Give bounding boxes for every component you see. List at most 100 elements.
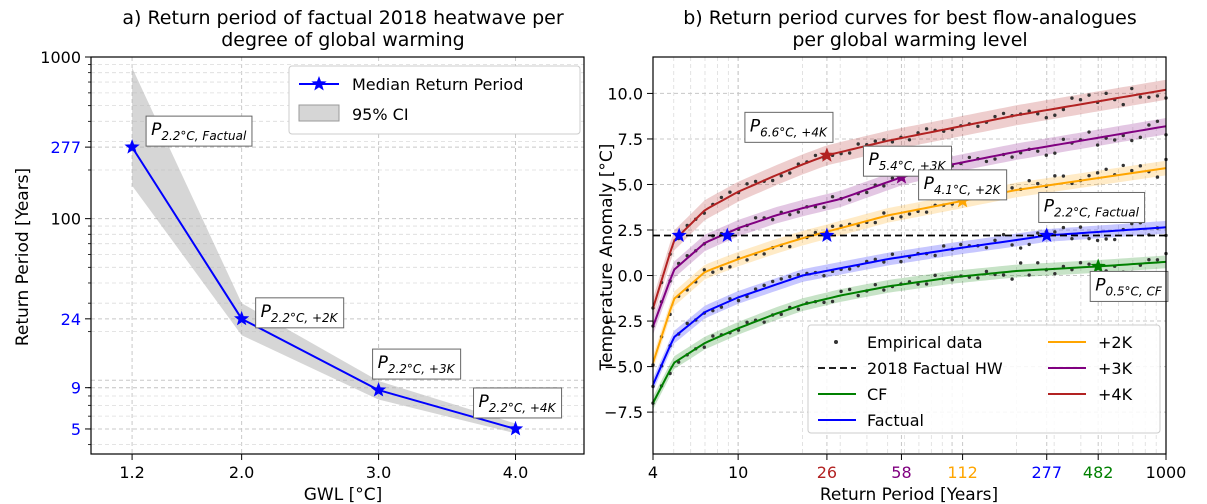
empirical-point bbox=[1104, 91, 1108, 96]
empirical-point bbox=[924, 127, 929, 131]
empirical-point bbox=[1001, 232, 1006, 237]
ci-band bbox=[653, 79, 1166, 319]
panel-b-legend: Empirical data 2018 Factual HW CF Factua… bbox=[807, 324, 1161, 434]
empirical-point bbox=[839, 289, 843, 294]
ci-band bbox=[132, 67, 516, 434]
empirical-point bbox=[711, 334, 715, 338]
y-tick-label: 5.0 bbox=[618, 175, 643, 194]
legend-3k-label: +3K bbox=[1098, 359, 1133, 378]
empirical-point bbox=[1087, 173, 1091, 178]
empirical-point bbox=[1070, 236, 1074, 241]
empirical-point bbox=[1053, 174, 1057, 178]
legend-cf-label: CF bbox=[867, 385, 887, 404]
legend-star-icon bbox=[311, 76, 327, 91]
y-tick-label-highlight: 277 bbox=[50, 138, 81, 157]
legend-empirical-label: Empirical data bbox=[867, 333, 983, 352]
annotation-box bbox=[744, 111, 834, 143]
empirical-point bbox=[1130, 86, 1134, 91]
empirical-point bbox=[762, 283, 766, 288]
empirical-point bbox=[882, 211, 886, 215]
empirical-point bbox=[924, 282, 929, 286]
empirical-point bbox=[1061, 137, 1066, 141]
empirical-point bbox=[1087, 236, 1091, 241]
panel-a-annotations: P2.2°C, Factual P2.2°C, +2K P2.2°C, +3K P2.… bbox=[145, 115, 563, 419]
empirical-point bbox=[1010, 155, 1014, 159]
panel-a-ticks: 1.2 2.0 3.0 4.0 1000 100 277 24 9 5 bbox=[40, 48, 528, 482]
empirical-point bbox=[1010, 277, 1014, 281]
empirical-point bbox=[856, 142, 860, 146]
empirical-point bbox=[830, 299, 835, 304]
annotation-box bbox=[372, 348, 462, 380]
empirical-point bbox=[719, 195, 724, 200]
empirical-point bbox=[822, 205, 826, 210]
empirical-point bbox=[1061, 107, 1066, 112]
empirical-point bbox=[1027, 242, 1031, 247]
star-marker bbox=[819, 227, 835, 242]
empirical-point bbox=[865, 190, 869, 195]
empirical-point bbox=[907, 138, 912, 142]
empirical-point bbox=[736, 298, 741, 303]
star-marker bbox=[819, 147, 835, 162]
empirical-point bbox=[1036, 181, 1040, 186]
empirical-point bbox=[1036, 261, 1040, 265]
y-tick-label-highlight: 9 bbox=[71, 379, 81, 398]
x-tick-label: 277 bbox=[1031, 463, 1062, 482]
y-tick-label-highlight: 5 bbox=[71, 420, 81, 439]
median-line bbox=[131, 146, 516, 430]
empirical-point bbox=[890, 252, 895, 256]
empirical-point bbox=[1053, 151, 1057, 155]
empirical-point bbox=[1078, 260, 1083, 265]
empirical-point bbox=[1036, 231, 1040, 235]
empirical-point bbox=[1138, 164, 1143, 168]
panel-a-plot: P2.2°C, Factual P2.2°C, +2K P2.2°C, +3K P2.… bbox=[40, 48, 585, 482]
median-star-point bbox=[507, 420, 524, 436]
empirical-point bbox=[1053, 113, 1057, 117]
annotation-a-3: P2.2°C, +3K bbox=[372, 348, 462, 380]
empirical-point bbox=[1070, 96, 1074, 100]
panel-a-ylabel: Return Period [Years] bbox=[13, 168, 33, 346]
empirical-point bbox=[1121, 102, 1125, 107]
return-curve bbox=[652, 226, 1167, 386]
annotation-b-1: P6.6°C, +4K bbox=[744, 111, 834, 143]
empirical-point bbox=[702, 268, 706, 272]
y-tick-label: 100 bbox=[50, 210, 81, 229]
empirical-point bbox=[1053, 230, 1057, 234]
empirical-point bbox=[788, 171, 792, 175]
x-tick-label: 3.0 bbox=[366, 463, 391, 482]
x-tick-label: 112 bbox=[947, 463, 978, 482]
annotation-box bbox=[1089, 270, 1169, 302]
empirical-point bbox=[1138, 95, 1143, 99]
legend-4k-label: +4K bbox=[1098, 385, 1133, 404]
empirical-point bbox=[771, 217, 775, 222]
panel-b-ylabel: Temperature Anomaly [°C] bbox=[597, 144, 617, 372]
empirical-point bbox=[1018, 261, 1023, 265]
panel-a-title-line2: degree of global warming bbox=[221, 29, 465, 51]
annotation-b-4: P2.2°C, Factual bbox=[1038, 191, 1146, 223]
empirical-point bbox=[1087, 93, 1091, 97]
empirical-point bbox=[890, 216, 895, 221]
panel-a-ci-band bbox=[132, 67, 516, 434]
y-tick-label: −2.5 bbox=[604, 312, 643, 331]
empirical-point bbox=[1010, 186, 1014, 190]
empirical-point bbox=[779, 277, 783, 281]
x-tick-label: 4.0 bbox=[503, 463, 528, 482]
annotation-b-2: P5.4°C, +3K bbox=[862, 145, 953, 177]
annotation-text: P6.6°C, +4K bbox=[750, 116, 828, 139]
empirical-point bbox=[771, 279, 775, 284]
annotation-text: P2.2°C, Factual bbox=[151, 120, 247, 143]
x-tick-label: 26 bbox=[817, 463, 837, 482]
empirical-point bbox=[984, 159, 989, 164]
empirical-point bbox=[1044, 116, 1049, 120]
y-tick-label: 7.5 bbox=[618, 130, 643, 149]
panel-b-title-line1: b) Return period curves for best flow-an… bbox=[683, 7, 1137, 29]
empirical-point bbox=[1147, 95, 1151, 99]
annotation-box bbox=[255, 297, 345, 329]
empirical-point bbox=[873, 220, 877, 225]
y-tick-label-highlight: 24 bbox=[61, 310, 81, 329]
empirical-point bbox=[873, 257, 877, 262]
annotation-text: P2.2°C, +4K bbox=[479, 392, 557, 415]
median-star-point bbox=[370, 382, 387, 397]
y-tick-label: −7.5 bbox=[604, 403, 643, 422]
